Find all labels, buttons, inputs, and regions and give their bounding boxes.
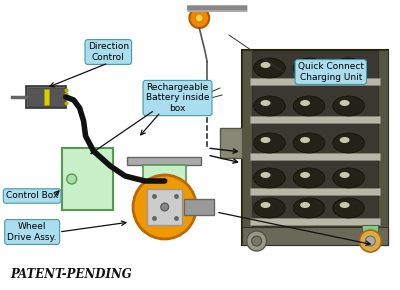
Ellipse shape [333, 133, 364, 153]
Ellipse shape [293, 198, 325, 218]
Bar [250, 188, 380, 195]
Bar [242, 50, 388, 245]
Ellipse shape [333, 168, 364, 188]
Ellipse shape [300, 202, 310, 208]
Ellipse shape [254, 133, 285, 153]
Circle shape [195, 14, 203, 22]
Bar [143, 165, 186, 203]
Ellipse shape [293, 96, 325, 116]
Text: Rechargeable
Battery inside
box: Rechargeable Battery inside box [146, 83, 209, 113]
Ellipse shape [260, 100, 270, 106]
Circle shape [189, 8, 209, 28]
Ellipse shape [340, 172, 350, 178]
Bar [242, 227, 388, 245]
Text: Control Box: Control Box [6, 191, 58, 200]
Ellipse shape [293, 58, 325, 78]
Bar [220, 128, 242, 158]
Ellipse shape [300, 100, 310, 106]
Bar [184, 199, 214, 215]
Circle shape [360, 230, 381, 252]
Circle shape [247, 231, 266, 251]
Ellipse shape [260, 172, 270, 178]
Ellipse shape [340, 137, 350, 143]
Bar [250, 153, 380, 160]
Ellipse shape [333, 96, 364, 116]
Ellipse shape [293, 133, 325, 153]
Circle shape [67, 174, 77, 184]
Text: PATENT-PENDING: PATENT-PENDING [10, 268, 132, 281]
Ellipse shape [333, 198, 364, 218]
Bar [362, 225, 378, 239]
Text: Wheel
Drive Assy.: Wheel Drive Assy. [8, 222, 57, 242]
Ellipse shape [300, 137, 310, 143]
Ellipse shape [260, 137, 270, 143]
Ellipse shape [300, 62, 310, 68]
Bar [62, 148, 113, 210]
Text: Quick Connect
Charging Unit: Quick Connect Charging Unit [298, 62, 364, 82]
Ellipse shape [300, 172, 310, 178]
Circle shape [133, 175, 196, 239]
Ellipse shape [293, 168, 325, 188]
Ellipse shape [340, 100, 350, 106]
Bar [127, 157, 201, 165]
Circle shape [161, 203, 169, 211]
Ellipse shape [254, 58, 285, 78]
Text: Direction
Control: Direction Control [88, 42, 129, 62]
Bar [250, 116, 380, 123]
Ellipse shape [260, 202, 270, 208]
Ellipse shape [260, 62, 270, 68]
Ellipse shape [340, 62, 350, 68]
Bar [242, 50, 252, 245]
Ellipse shape [254, 96, 285, 116]
Ellipse shape [254, 168, 285, 188]
Circle shape [365, 236, 375, 246]
Bar [378, 50, 388, 245]
Bar [28, 88, 64, 106]
Bar [44, 89, 49, 105]
Ellipse shape [340, 202, 350, 208]
Bar [250, 218, 380, 225]
Bar [26, 86, 66, 108]
Ellipse shape [254, 198, 285, 218]
Bar [147, 189, 182, 225]
Ellipse shape [333, 58, 364, 78]
Bar [250, 78, 380, 85]
Circle shape [252, 236, 262, 246]
